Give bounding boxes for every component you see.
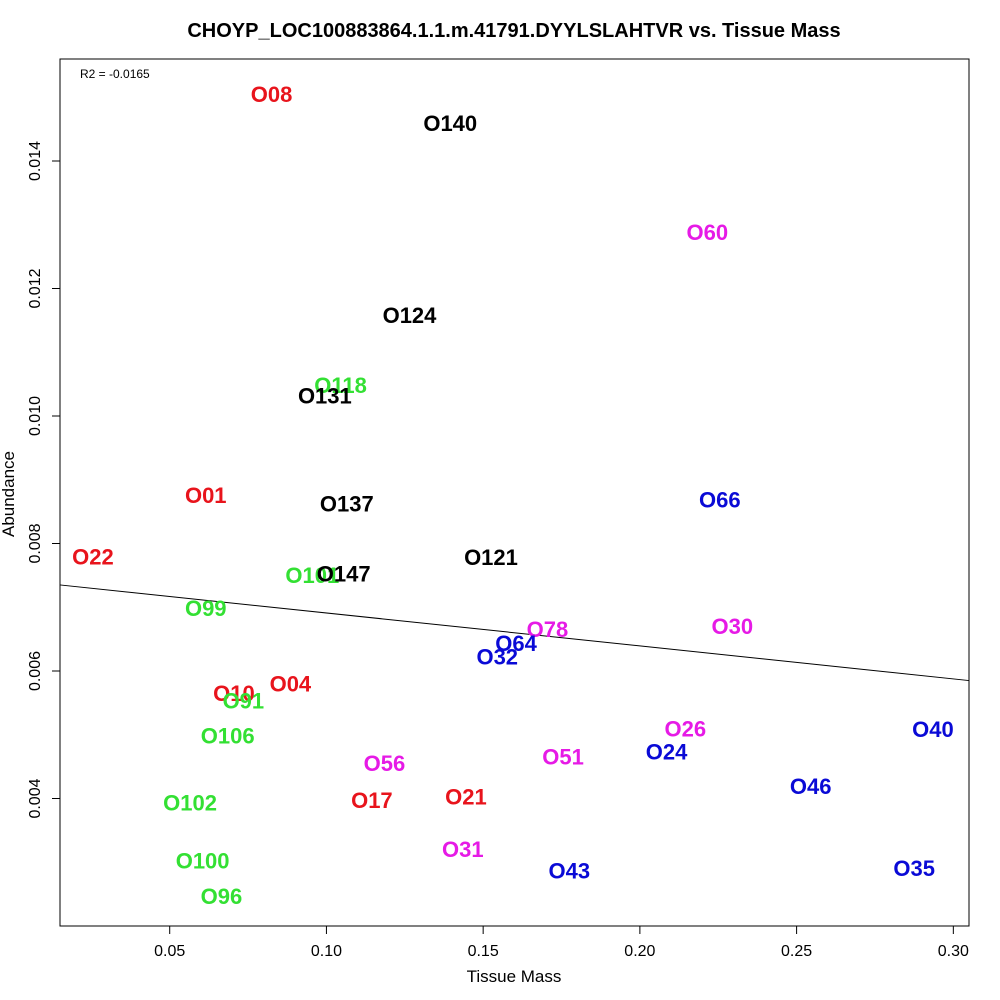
point-label: O137 <box>320 491 374 516</box>
point-label: O100 <box>176 848 230 873</box>
point-label: O08 <box>251 82 293 107</box>
point-label: O30 <box>712 614 754 639</box>
point-label: O106 <box>201 724 255 749</box>
y-tick-label: 0.006 <box>27 651 44 691</box>
point-label: O10 <box>213 681 255 706</box>
point-label: O26 <box>665 717 707 742</box>
x-tick-label: 0.05 <box>154 943 185 960</box>
point-label: O51 <box>542 745 584 770</box>
point-label: O24 <box>646 739 688 764</box>
point-label: O40 <box>912 717 954 742</box>
point-label: O22 <box>72 544 114 569</box>
x-tick-label: 0.25 <box>781 943 812 960</box>
x-axis-label: Tissue Mass <box>467 967 562 986</box>
point-label: O21 <box>445 785 487 810</box>
point-label: O124 <box>383 303 438 328</box>
point-label: O101 <box>285 563 339 588</box>
point-label: O01 <box>185 483 227 508</box>
r2-annotation: R2 = -0.0165 <box>80 67 150 81</box>
point-label: O102 <box>163 790 217 815</box>
x-tick-label: 0.20 <box>624 943 655 960</box>
point-label: O64 <box>495 631 537 656</box>
point-label: O17 <box>351 788 393 813</box>
y-tick-label: 0.012 <box>27 268 44 308</box>
y-axis-label: Abundance <box>0 451 18 537</box>
x-tick-label: 0.15 <box>468 943 499 960</box>
point-label: O31 <box>442 837 484 862</box>
x-tick-label: 0.30 <box>938 943 969 960</box>
regression-line <box>59 584 970 682</box>
point-label: O121 <box>464 545 518 570</box>
point-label: O147 <box>317 562 371 587</box>
point-label: O96 <box>201 884 243 909</box>
y-tick-label: 0.004 <box>27 778 44 818</box>
y-axis: 0.004 0.006 0.008 0.010 0.012 0.014 <box>27 141 61 819</box>
point-label: O91 <box>223 688 265 713</box>
y-tick-label: 0.010 <box>27 396 44 436</box>
x-tick-label: 0.10 <box>311 943 342 960</box>
point-label: O46 <box>790 774 832 799</box>
y-tick-label: 0.014 <box>27 141 44 181</box>
point-label: O32 <box>476 644 518 669</box>
point-label: O66 <box>699 488 741 513</box>
chart-title: CHOYP_LOC100883864.1.1.m.41791.DYYLSLAHT… <box>187 20 840 42</box>
x-axis: 0.05 0.10 0.15 0.20 0.25 0.30 <box>154 925 969 960</box>
point-label: O56 <box>364 751 406 776</box>
point-label: O60 <box>686 220 728 245</box>
point-label: O04 <box>270 671 312 696</box>
y-tick-label: 0.008 <box>27 523 44 563</box>
point-label: O43 <box>549 859 591 884</box>
point-label: O140 <box>423 111 477 136</box>
point-label: O99 <box>185 596 227 621</box>
point-label: O35 <box>893 856 935 881</box>
point-label: O78 <box>527 617 569 642</box>
point-label: O118 <box>314 373 367 398</box>
point-label: O131 <box>298 384 352 409</box>
